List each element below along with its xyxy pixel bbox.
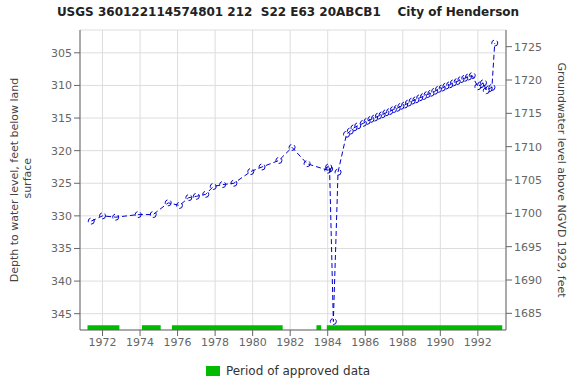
svg-text:1980: 1980 bbox=[239, 336, 267, 349]
svg-text:1700: 1700 bbox=[514, 207, 542, 220]
svg-text:1978: 1978 bbox=[201, 336, 229, 349]
svg-text:345: 345 bbox=[51, 308, 72, 321]
svg-text:305: 305 bbox=[51, 47, 72, 60]
svg-text:1695: 1695 bbox=[514, 241, 542, 254]
svg-text:1685: 1685 bbox=[514, 307, 542, 320]
svg-text:1715: 1715 bbox=[514, 107, 542, 120]
svg-text:1974: 1974 bbox=[126, 336, 154, 349]
html-text:USGS 360122114574801 212 S22 E: USGS 360122114574801 212 S22 E63 20ABCB1… bbox=[56, 5, 520, 19]
svg-text:1972: 1972 bbox=[89, 336, 117, 349]
svg-text:310: 310 bbox=[51, 79, 72, 92]
svg-text:1988: 1988 bbox=[389, 336, 417, 349]
svg-text:325: 325 bbox=[51, 177, 72, 190]
svg-text:1976: 1976 bbox=[164, 336, 192, 349]
svg-text:1705: 1705 bbox=[514, 174, 542, 187]
svg-text:1986: 1986 bbox=[351, 336, 379, 349]
svg-text:320: 320 bbox=[51, 145, 72, 158]
svg-text:Groundwater level above NGVD 1: Groundwater level above NGVD 1929, feet bbox=[555, 62, 568, 298]
svg-text:335: 335 bbox=[51, 242, 72, 255]
svg-text:1725: 1725 bbox=[514, 41, 542, 54]
svg-text:1984: 1984 bbox=[314, 336, 342, 349]
svg-text:1720: 1720 bbox=[514, 74, 542, 87]
svg-text:1990: 1990 bbox=[426, 336, 454, 349]
svg-text:315: 315 bbox=[51, 112, 72, 125]
svg-text:1710: 1710 bbox=[514, 141, 542, 154]
svg-text:Depth to water level, feet bel: Depth to water level, feet below land su… bbox=[8, 78, 34, 283]
svg-text:330: 330 bbox=[51, 210, 72, 223]
svg-text:1982: 1982 bbox=[276, 336, 304, 349]
svg-text:1992: 1992 bbox=[464, 336, 492, 349]
svg-text:1690: 1690 bbox=[514, 274, 542, 287]
svg-text:340: 340 bbox=[51, 275, 72, 288]
html-text:Period of approved data: Period of approved data bbox=[225, 364, 371, 378]
